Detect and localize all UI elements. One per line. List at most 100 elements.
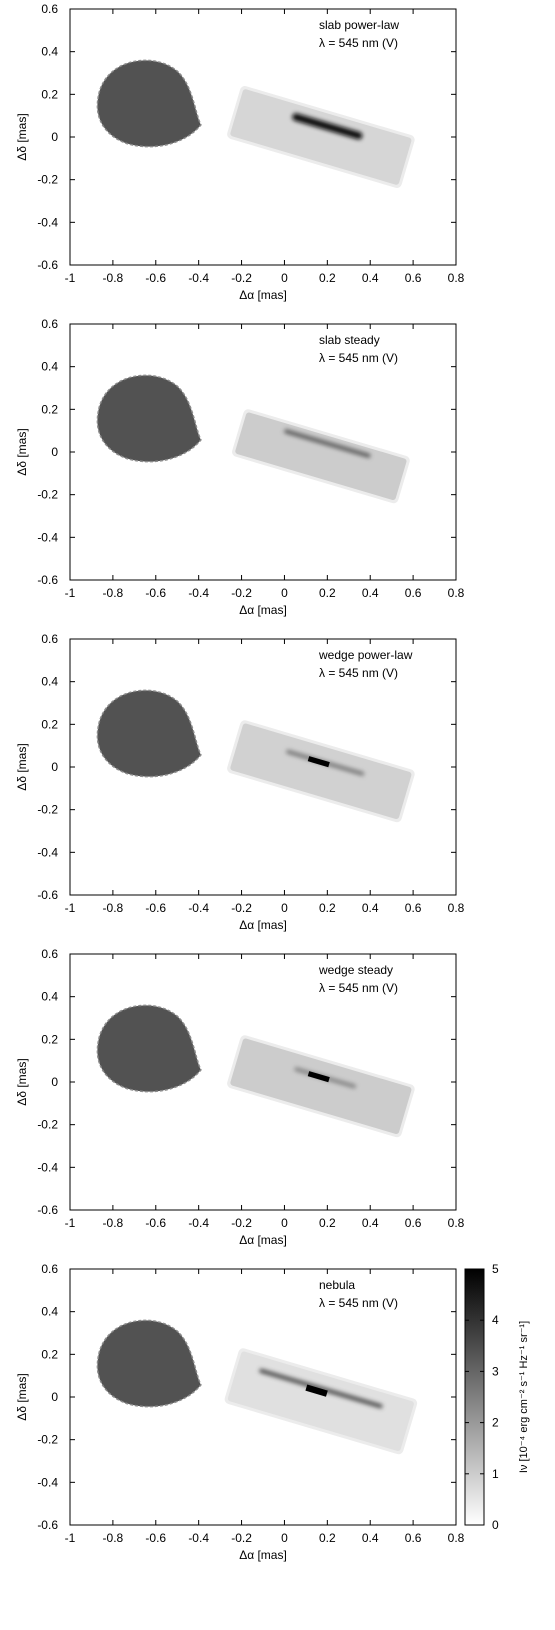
y-tick-label: 0 (51, 1075, 58, 1089)
x-tick-label: 0 (281, 271, 288, 285)
panel-annotation: slab steady (319, 333, 380, 347)
x-tick-label: -0.6 (145, 586, 166, 600)
x-axis-label: Δα [mas] (239, 603, 287, 617)
y-axis-label: Δδ [mas] (15, 428, 29, 475)
image-layer (96, 1004, 415, 1138)
chart-panel-2: -1 -0.8 -0.6 -0.4 -0.2 0 0.2 0.4 0.6 0.8 0.6 0.4 0.2… (15, 317, 465, 617)
central-star (96, 1319, 202, 1408)
disk-body (230, 1038, 412, 1134)
x-tick-label: 0.8 (448, 271, 465, 285)
y-tick-label: -0.4 (37, 1475, 58, 1489)
colorbar-scale (464, 1268, 485, 1526)
x-tick-label: -0.2 (231, 1531, 252, 1545)
disk-body (235, 412, 407, 501)
colorbar-tick-label: 4 (492, 1313, 499, 1327)
colorbar-tick-label: 1 (492, 1467, 499, 1481)
y-tick-label: -0.4 (37, 530, 58, 544)
circumstellar-disk (227, 86, 415, 188)
chart-panel-5: -1 -0.8 -0.6 -0.4 -0.2 0 0.2 0.4 0.6 0.8 0.6 0.4 0.2… (15, 1262, 530, 1562)
x-tick-label: -0.6 (145, 271, 166, 285)
y-tick-label: 0.2 (41, 87, 58, 101)
x-tick-label: 0.8 (448, 1531, 465, 1545)
x-axis-label: Δα [mas] (239, 288, 287, 302)
panel-annotation: λ = 545 nm (V) (319, 351, 398, 365)
x-tick-label: -0.4 (188, 1531, 209, 1545)
disk-body (227, 1351, 414, 1451)
central-star (96, 374, 202, 463)
image-layer (96, 59, 415, 188)
y-tick-label: -0.2 (37, 803, 58, 817)
colorbar-tick-label: 3 (492, 1364, 499, 1378)
chart-panel-1: -1 -0.8 -0.6 -0.4 -0.2 0 0.2 0.4 0.6 0.8 0.6 0.4 0.2… (15, 2, 465, 302)
y-tick-label: -0.2 (37, 488, 58, 502)
y-tick-label: -0.2 (37, 173, 58, 187)
x-tick-label: -1 (65, 1531, 76, 1545)
x-tick-label: -1 (65, 586, 76, 600)
central-star (96, 59, 202, 148)
x-tick-label: 0.2 (319, 901, 336, 915)
y-tick-label: 0.6 (41, 2, 58, 16)
y-tick-label: -0.6 (37, 1203, 58, 1217)
x-tick-label: -0.4 (188, 901, 209, 915)
colorbar-tick-label: 0 (492, 1518, 499, 1532)
x-tick-label: -0.6 (145, 901, 166, 915)
x-tick-label: -0.2 (231, 586, 252, 600)
x-tick-label: 0.6 (405, 1216, 422, 1230)
image-layer (96, 1319, 418, 1455)
x-tick-label: 0 (281, 901, 288, 915)
y-tick-label: 0.4 (41, 990, 58, 1004)
disk-body (230, 89, 412, 185)
panel-annotation: λ = 545 nm (V) (319, 1296, 398, 1310)
central-star (96, 1004, 202, 1093)
panel-annotation: slab power-law (319, 18, 399, 32)
x-tick-label: 0.6 (405, 901, 422, 915)
disk-spot (307, 1071, 330, 1083)
image-layer (96, 374, 410, 504)
y-tick-label: -0.2 (37, 1118, 58, 1132)
y-axis-label: Δδ [mas] (15, 1373, 29, 1420)
x-tick-label: 0.6 (405, 271, 422, 285)
y-tick-label: 0.6 (41, 632, 58, 646)
y-tick-label: 0.2 (41, 1347, 58, 1361)
x-tick-label: 0.4 (362, 271, 379, 285)
y-tick-label: -0.2 (37, 1433, 58, 1447)
x-axis-label: Δα [mas] (239, 918, 287, 932)
disk-spot (307, 756, 330, 768)
y-tick-label: 0.6 (41, 317, 58, 331)
y-axis-label: Δδ [mas] (15, 113, 29, 160)
y-tick-label: -0.6 (37, 573, 58, 587)
x-tick-label: -1 (65, 901, 76, 915)
x-tick-label: 0.2 (319, 1216, 336, 1230)
x-tick-label: -0.8 (103, 586, 124, 600)
image-layer (96, 689, 415, 823)
circumstellar-disk (227, 1035, 415, 1138)
x-tick-label: 0.8 (448, 1216, 465, 1230)
y-tick-label: -0.4 (37, 215, 58, 229)
x-tick-label: -0.4 (188, 1216, 209, 1230)
y-tick-label: 0.2 (41, 402, 58, 416)
y-tick-label: 0 (51, 1390, 58, 1404)
x-tick-label: -0.8 (103, 901, 124, 915)
x-tick-label: 0 (281, 1216, 288, 1230)
x-tick-label: -0.8 (103, 271, 124, 285)
x-tick-label: -0.8 (103, 1531, 124, 1545)
x-tick-label: -1 (65, 1216, 76, 1230)
x-tick-label: -0.6 (145, 1216, 166, 1230)
panel-annotation: λ = 545 nm (V) (319, 981, 398, 995)
colorbar-tick-label: 5 (492, 1262, 499, 1276)
disk-ridge (284, 429, 371, 458)
y-tick-label: 0.4 (41, 1305, 58, 1319)
y-tick-label: 0.4 (41, 675, 58, 689)
y-tick-label: 0 (51, 445, 58, 459)
y-tick-label: 0.4 (41, 45, 58, 59)
x-tick-label: 0.6 (405, 1531, 422, 1545)
y-tick-label: -0.4 (37, 845, 58, 859)
x-tick-label: 0.4 (362, 1531, 379, 1545)
y-tick-label: 0.6 (41, 1262, 58, 1276)
x-tick-label: 0 (281, 586, 288, 600)
y-tick-label: -0.6 (37, 888, 58, 902)
panel-annotation: λ = 545 nm (V) (319, 36, 398, 50)
disk-body (230, 723, 412, 819)
x-tick-label: 0.2 (319, 586, 336, 600)
